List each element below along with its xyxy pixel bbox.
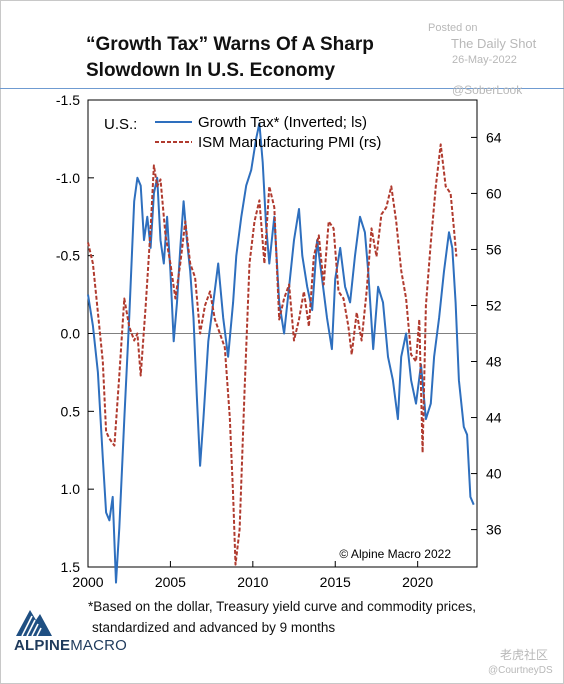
legend-label-growth-tax: Growth Tax* (Inverted; ls) (198, 114, 367, 131)
footnote-line-2: standardized and advanced by 9 months (92, 620, 336, 635)
chart-title: “Growth Tax” Warns Of A Sharp Slowdown I… (86, 34, 374, 81)
right-tick-label: 40 (486, 466, 502, 482)
watermark-handle: @SoberLook (452, 83, 523, 97)
footnote-line-1: *Based on the dollar, Treasury yield cur… (88, 599, 476, 614)
header-rule (0, 88, 564, 89)
left-tick-label: 0.5 (61, 403, 81, 419)
right-tick-label: 56 (486, 241, 502, 257)
chart-copyright: © Alpine Macro 2022 (339, 547, 451, 561)
region-label: U.S.: (104, 116, 137, 133)
watermark-date: 26-May-2022 (452, 54, 517, 66)
left-tick-label: -0.5 (56, 248, 80, 264)
watermark-handle-2: @CourtneyDS (488, 665, 553, 676)
left-tick-label: 0.0 (61, 326, 81, 342)
right-tick-label: 64 (486, 129, 502, 145)
right-tick-label: 52 (486, 297, 502, 313)
left-tick-label: -1.5 (56, 92, 80, 108)
x-tick-label: 2000 (72, 574, 103, 590)
ism-pmi-series-line (87, 143, 458, 566)
left-tick-label: 1.0 (61, 481, 81, 497)
watermark-posted: Posted on (428, 22, 478, 34)
left-tick-label: 1.5 (61, 559, 81, 575)
right-tick-label: 36 (486, 522, 502, 538)
right-tick-label: 44 (486, 410, 502, 426)
x-tick-label: 2020 (402, 574, 433, 590)
alpine-macro-logo-icon (16, 610, 52, 637)
logo-regular-text: MACRO (70, 637, 128, 654)
x-tick-label: 2005 (155, 574, 186, 590)
legend-label-ism: ISM Manufacturing PMI (rs) (198, 134, 381, 151)
watermark-tiger: 老虎社区 (500, 648, 549, 662)
watermark-source: The Daily Shot (451, 36, 537, 51)
right-tick-label: 48 (486, 354, 502, 370)
x-tick-label: 2015 (320, 574, 351, 590)
alpine-macro-logo-text: ALPINEMACRO (14, 637, 127, 654)
logo-bold-text: ALPINE (14, 637, 71, 654)
footnote: *Based on the dollar, Treasury yield cur… (88, 596, 476, 638)
left-tick-label: -1.0 (56, 170, 80, 186)
right-tick-label: 60 (486, 185, 502, 201)
x-tick-label: 2010 (237, 574, 268, 590)
